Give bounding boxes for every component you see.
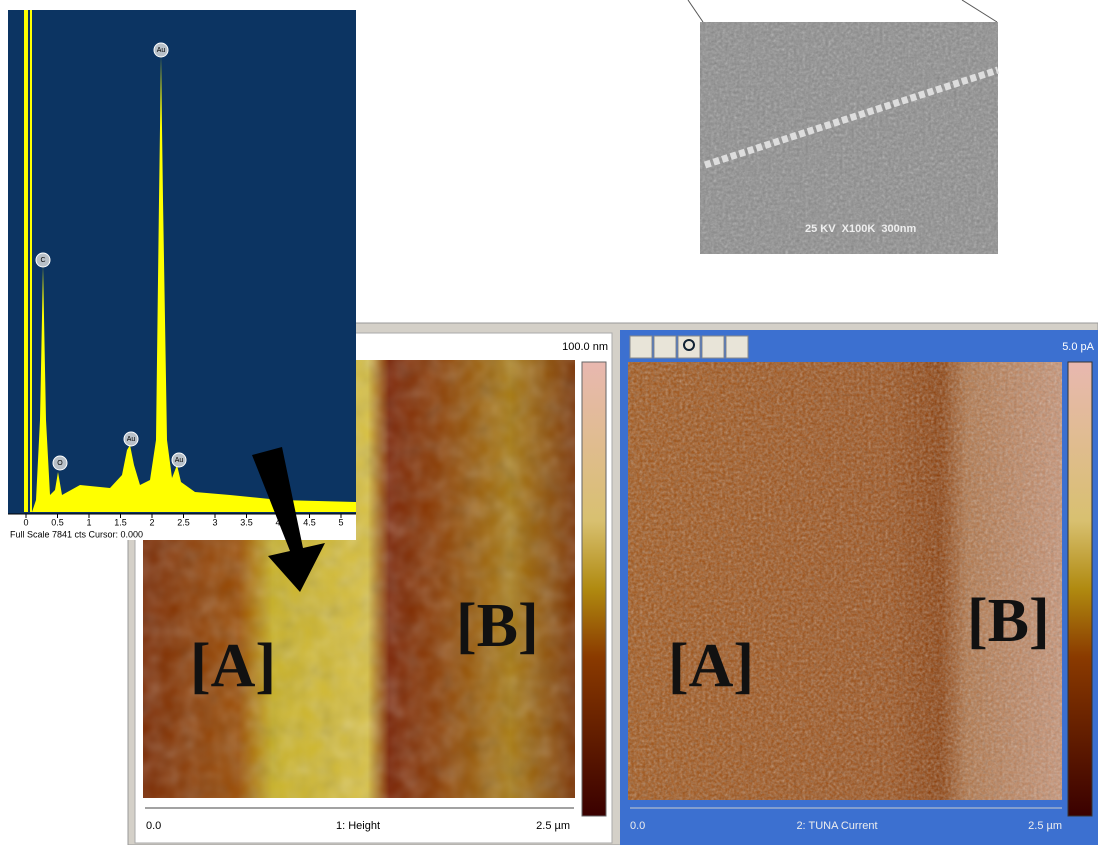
current-texture <box>628 362 1062 800</box>
tool-button[interactable] <box>654 336 676 358</box>
tool-button[interactable] <box>702 336 724 358</box>
peak-label: Au <box>175 457 184 464</box>
label-a: [A] <box>668 632 754 700</box>
tool-button[interactable] <box>630 336 652 358</box>
toolbar <box>630 336 748 358</box>
panel-title: 1: Height <box>336 820 380 832</box>
peak-label: Au <box>127 436 136 443</box>
spectrum-line <box>24 10 32 512</box>
x-end: 2.5 µm <box>1028 820 1062 832</box>
x-tick-label: 3.5 <box>240 517 253 527</box>
x-tick-label: 1 <box>86 517 91 527</box>
spectrum-plot <box>8 10 356 514</box>
connector <box>962 0 997 22</box>
label-b: [B] <box>967 587 1050 655</box>
x-start: 0.0 <box>146 820 161 832</box>
panel-title: 2: TUNA Current <box>796 820 877 832</box>
x-tick-label: 3 <box>212 517 217 527</box>
colorbar <box>1068 362 1092 816</box>
sem-caption: 25 KV X100K 300nm <box>805 223 917 235</box>
x-tick-label: 4.5 <box>303 517 316 527</box>
x-tick-label: 5 <box>338 517 343 527</box>
figure: 25 KV X100K 300nm 100.0 nm 0.0 1: Height… <box>0 0 1098 845</box>
connector <box>688 0 703 22</box>
scale-max: 100.0 nm <box>562 341 608 353</box>
sem-texture <box>700 22 998 254</box>
x-tick-label: 2 <box>149 517 154 527</box>
tool-button[interactable] <box>726 336 748 358</box>
peak-label: C <box>40 257 45 264</box>
peak-label: Au <box>157 47 166 54</box>
x-end: 2.5 µm <box>536 820 570 832</box>
x-tick-label: 0 <box>23 517 28 527</box>
label-b: [B] <box>456 592 539 660</box>
spectrum-footer: Full Scale 7841 cts Cursor: 0.000 <box>10 529 143 539</box>
x-tick-label: 1.5 <box>114 517 127 527</box>
peak-label: O <box>57 460 63 467</box>
x-start: 0.0 <box>630 820 645 832</box>
x-tick-label: 0.5 <box>51 517 64 527</box>
colorbar <box>582 362 606 816</box>
x-tick-label: 2.5 <box>177 517 190 527</box>
scale-max: 5.0 pA <box>1062 341 1094 353</box>
label-a: [A] <box>190 632 276 700</box>
